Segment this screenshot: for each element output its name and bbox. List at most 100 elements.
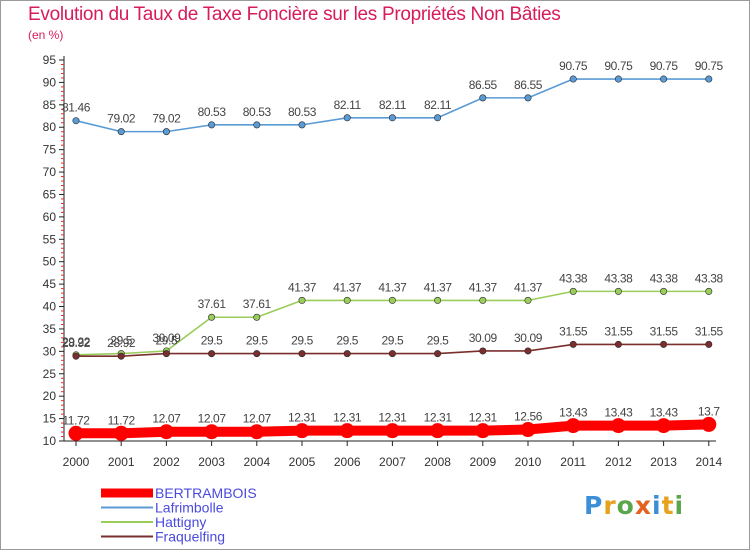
data-label-lafrimbolle: 90.75 <box>650 59 679 73</box>
y-tick-label: 70 <box>43 165 57 179</box>
data-point-lafrimbolle <box>705 75 713 83</box>
x-tick-label: 2008 <box>424 455 451 469</box>
x-tick-label: 2009 <box>469 455 496 469</box>
logo-letter: i <box>652 491 662 520</box>
data-label-fraquelfing: 29.5 <box>246 334 268 348</box>
data-point-lafrimbolle <box>434 114 442 122</box>
y-tick-label: 15 <box>43 412 57 426</box>
y-tick-label: 25 <box>43 367 57 381</box>
data-point-bertrambois <box>113 425 129 441</box>
data-label-fraquelfing: 31.55 <box>559 324 588 338</box>
y-tick-label: 95 <box>43 53 57 67</box>
y-tick-label: 65 <box>43 187 57 201</box>
data-label-lafrimbolle: 80.53 <box>198 105 227 119</box>
logo-letter: x <box>634 491 652 520</box>
logo-letter: r <box>603 491 617 520</box>
data-point-hattigny <box>705 287 713 295</box>
data-point-lafrimbolle <box>162 128 170 136</box>
data-point-hattigny <box>343 296 351 304</box>
data-label-hattigny: 41.37 <box>378 280 407 294</box>
data-label-hattigny: 43.38 <box>559 271 588 285</box>
data-label-hattigny: 29.22 <box>62 335 91 349</box>
data-label-lafrimbolle: 79.02 <box>152 112 181 126</box>
data-label-bertrambois: 12.07 <box>152 412 181 426</box>
x-tick-label: 2003 <box>198 455 225 469</box>
data-label-lafrimbolle: 90.75 <box>695 59 724 73</box>
data-point-bertrambois <box>384 423 400 439</box>
data-point-lafrimbolle <box>388 114 396 122</box>
x-tick-label: 2011 <box>560 455 586 469</box>
data-label-hattigny: 30.09 <box>152 331 181 345</box>
x-tick-label: 2014 <box>695 455 722 469</box>
data-point-hattigny <box>614 287 622 295</box>
data-point-fraquelfing <box>208 350 216 358</box>
y-tick-label: 85 <box>43 98 57 112</box>
data-point-lafrimbolle <box>524 94 532 102</box>
data-point-lafrimbolle <box>614 75 622 83</box>
data-point-fraquelfing <box>298 350 306 358</box>
data-point-hattigny <box>388 296 396 304</box>
data-label-hattigny: 41.37 <box>424 280 453 294</box>
data-label-lafrimbolle: 80.53 <box>288 105 317 119</box>
data-point-hattigny <box>253 313 261 321</box>
y-tick-label: 10 <box>43 434 57 448</box>
data-label-lafrimbolle: 86.55 <box>514 78 543 92</box>
data-label-hattigny: 37.61 <box>243 297 272 311</box>
chart-title: Evolution du Taux de Taxe Foncière sur l… <box>28 4 561 25</box>
y-tick-label: 80 <box>43 120 57 134</box>
data-point-lafrimbolle <box>72 117 80 125</box>
data-point-bertrambois <box>204 424 220 440</box>
data-label-fraquelfing: 30.09 <box>469 331 498 345</box>
data-label-bertrambois: 12.31 <box>288 411 317 425</box>
data-label-lafrimbolle: 90.75 <box>604 59 633 73</box>
data-label-hattigny: 43.38 <box>650 271 679 285</box>
y-tick-label: 50 <box>43 255 57 269</box>
data-label-bertrambois: 13.43 <box>604 406 633 420</box>
x-tick-label: 2012 <box>605 455 632 469</box>
x-tick-label: 2005 <box>289 455 316 469</box>
data-point-fraquelfing <box>434 350 442 358</box>
x-tick-label: 2000 <box>63 455 90 469</box>
data-label-fraquelfing: 29.5 <box>427 334 449 348</box>
data-point-lafrimbolle <box>253 121 261 129</box>
y-tick-label: 20 <box>43 389 57 403</box>
data-label-hattigny: 41.37 <box>469 280 498 294</box>
y-tick-label: 35 <box>43 322 57 336</box>
data-point-lafrimbolle <box>298 121 306 129</box>
data-point-lafrimbolle <box>117 128 125 136</box>
data-point-fraquelfing <box>253 350 261 358</box>
data-label-fraquelfing: 29.5 <box>382 334 404 348</box>
data-label-hattigny: 41.37 <box>333 280 362 294</box>
data-point-fraquelfing <box>72 352 80 360</box>
data-label-fraquelfing: 29.5 <box>201 334 223 348</box>
proxiti-logo: Proxiti <box>584 491 684 520</box>
data-label-fraquelfing: 30.09 <box>514 331 543 345</box>
data-point-bertrambois <box>339 423 355 439</box>
data-label-fraquelfing: 28.92 <box>107 336 136 350</box>
data-point-fraquelfing <box>705 340 713 348</box>
data-point-lafrimbolle <box>479 94 487 102</box>
data-label-bertrambois: 13.7 <box>698 404 720 418</box>
data-label-lafrimbolle: 80.53 <box>243 105 272 119</box>
data-label-hattigny: 29.5 <box>110 334 132 348</box>
data-point-bertrambois <box>565 418 581 434</box>
y-tick-label: 30 <box>43 344 57 358</box>
data-label-lafrimbolle: 82.11 <box>334 98 362 112</box>
data-label-bertrambois: 12.07 <box>198 412 227 426</box>
data-point-bertrambois <box>701 416 717 432</box>
legend-label: Lafrimbolle <box>155 500 224 516</box>
data-label-hattigny: 41.37 <box>288 280 317 294</box>
data-point-lafrimbolle <box>569 75 577 83</box>
data-point-fraquelfing <box>660 340 668 348</box>
data-label-bertrambois: 13.43 <box>559 406 588 420</box>
data-point-hattigny <box>298 296 306 304</box>
x-tick-label: 2007 <box>379 455 406 469</box>
data-label-fraquelfing: 29.5 <box>291 334 313 348</box>
data-point-bertrambois <box>610 418 626 434</box>
data-label-lafrimbolle: 86.55 <box>469 78 498 92</box>
data-point-hattigny <box>660 287 668 295</box>
x-tick-label: 2004 <box>243 455 270 469</box>
x-tick-label: 2001 <box>108 455 135 469</box>
data-label-bertrambois: 12.56 <box>514 410 543 424</box>
